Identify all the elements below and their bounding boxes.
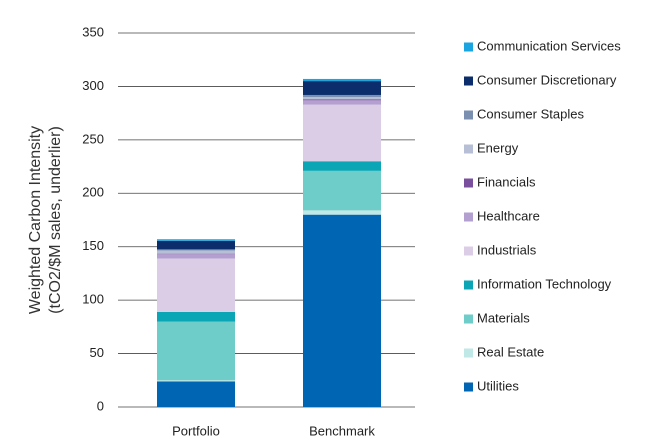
bar-segment <box>157 381 235 407</box>
bar-segment <box>303 210 381 215</box>
bar-segment <box>157 254 235 259</box>
bar-segment <box>157 249 235 251</box>
legend-swatch <box>464 212 473 222</box>
bar-segment <box>303 100 381 105</box>
bar-segment <box>157 311 235 322</box>
x-tick-label: Portfolio <box>172 423 220 437</box>
legend-swatch <box>464 76 473 86</box>
legend-swatch <box>464 280 473 290</box>
bar-segment <box>303 161 381 171</box>
bar-segment <box>157 253 235 255</box>
bar-segment <box>157 321 235 381</box>
legend-swatch <box>464 246 473 256</box>
legend-swatch <box>464 42 473 52</box>
bar-segment <box>303 214 381 407</box>
legend-swatch <box>464 382 473 392</box>
legend-label: Industrials <box>477 242 537 257</box>
bar-segment <box>157 239 235 241</box>
legend-label: Materials <box>477 310 530 325</box>
y-tick-label: 250 <box>82 131 104 146</box>
legend-swatch <box>464 110 473 120</box>
bar-segment <box>303 170 381 211</box>
legend-swatch <box>464 348 473 358</box>
legend-swatch <box>464 144 473 154</box>
legend-label: Consumer Discretionary <box>477 72 617 87</box>
legend-label: Real Estate <box>477 344 544 359</box>
y-axis-label: Weighted Carbon Intensity <box>27 126 44 314</box>
bar-segment <box>303 81 381 95</box>
legend-label: Information Technology <box>477 276 612 291</box>
bar-segment <box>303 97 381 100</box>
legend-label: Financials <box>477 174 536 189</box>
bar-segment <box>157 380 235 382</box>
legend-label: Utilities <box>477 378 519 393</box>
bar-segment <box>157 258 235 312</box>
y-tick-label: 0 <box>97 398 104 413</box>
x-tick-label: Benchmark <box>309 423 375 437</box>
y-tick-label: 100 <box>82 292 104 307</box>
legend-label: Communication Services <box>477 38 621 53</box>
legend-swatch <box>464 178 473 188</box>
bar-segment <box>303 94 381 98</box>
y-tick-label: 300 <box>82 78 104 93</box>
bar-segment <box>157 250 235 254</box>
bar-segment <box>303 104 381 162</box>
legend-label: Healthcare <box>477 208 540 223</box>
bar-segment <box>303 99 381 101</box>
bar-segment <box>157 240 235 250</box>
y-tick-label: 350 <box>82 24 104 39</box>
legend-label: Energy <box>477 140 519 155</box>
y-tick-label: 200 <box>82 185 104 200</box>
legend-label: Consumer Staples <box>477 106 584 121</box>
y-tick-label: 150 <box>82 238 104 253</box>
bar-segment <box>303 78 381 82</box>
y-tick-label: 50 <box>90 345 104 360</box>
legend-swatch <box>464 314 473 324</box>
y-axis-label: (tCO2/$M sales, underlier) <box>47 126 64 314</box>
